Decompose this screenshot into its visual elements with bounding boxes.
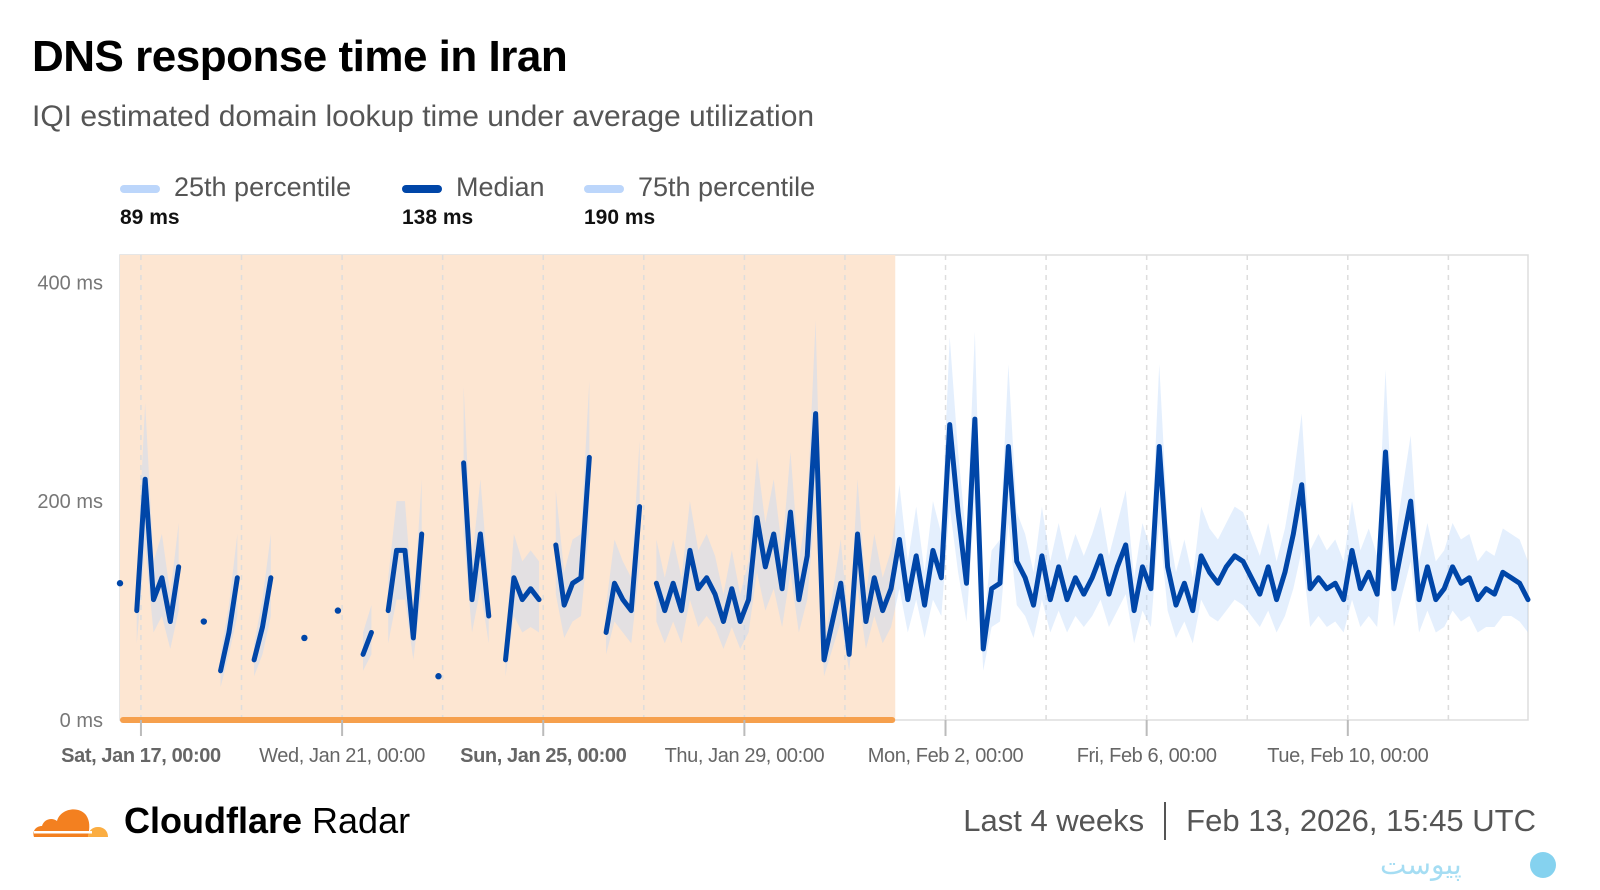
watermark-icon — [1530, 852, 1556, 878]
x-tick-label: Sun, Jan 25, 00:00 — [460, 745, 626, 767]
x-tick-label: Thu, Jan 29, 00:00 — [665, 745, 825, 767]
legend-value-p25: 89 ms — [120, 206, 180, 229]
median-point — [200, 618, 208, 625]
page-title: DNS response time in Iran — [32, 32, 568, 81]
median-point — [334, 607, 342, 614]
legend-value-median: 138 ms — [402, 206, 474, 229]
percentile-band — [505, 534, 540, 677]
legend-label-p25: 25th percentile — [174, 172, 352, 202]
brand-name: Cloudflare — [124, 800, 303, 841]
cloudflare-cloud-icon — [33, 809, 108, 837]
cloudflare-radar-logo: Cloudflare Radar — [30, 800, 410, 842]
median-line-segment — [385, 531, 425, 641]
y-tick-label: 400 ms — [37, 272, 103, 294]
x-tick-label: Wed, Jan 21, 00:00 — [259, 745, 425, 767]
legend-item-p25[interactable]: 25th percentile 89 ms — [120, 172, 352, 229]
legend-swatch-p25 — [120, 184, 160, 193]
legend-label-median: Median — [456, 172, 545, 202]
median-line-segment — [603, 504, 643, 635]
brand-product: Radar — [312, 800, 411, 841]
median-line-segment — [461, 460, 492, 619]
median-line-segment — [360, 629, 374, 657]
percentile-band — [136, 402, 179, 649]
x-tick-label: Mon, Feb 2, 00:00 — [868, 745, 1024, 767]
median-line-segment — [218, 575, 240, 674]
median-point — [301, 634, 308, 642]
median-line-segment — [251, 575, 274, 663]
page-subtitle: IQI estimated domain lookup time under a… — [32, 100, 815, 133]
median-line-segment — [134, 476, 182, 625]
median-point — [435, 673, 442, 680]
dns-response-chart[interactable]: 0 ms 200 ms 400 ms Sat, Jan 17, 00:00 Wed, J… — [0, 0, 1600, 790]
y-tick-label: 200 ms — [37, 491, 103, 513]
highlight-bar — [120, 717, 896, 723]
chart-meta: Last 4 weeks Feb 13, 2026, 15:45 UTC — [963, 802, 1536, 840]
divider — [1164, 802, 1167, 840]
watermark-logo: پیوست — [1380, 848, 1462, 881]
median-line-segment — [553, 454, 592, 608]
x-tick-label: Sat, Jan 17, 00:00 — [61, 745, 221, 767]
median-line-segment — [503, 575, 542, 663]
legend-swatch-p75 — [584, 184, 624, 193]
median-line-segment — [653, 411, 1531, 663]
timestamp: Feb 13, 2026, 15:45 UTC — [1186, 803, 1536, 838]
legend-value-p75: 190 ms — [584, 206, 656, 229]
x-tick-label: Tue, Feb 10, 00:00 — [1267, 745, 1428, 767]
y-tick-label: 0 ms — [60, 710, 103, 732]
legend-item-p75[interactable]: 75th percentile 190 ms — [584, 172, 816, 229]
median-point — [116, 580, 124, 587]
date-range-label: Last 4 weeks — [963, 803, 1145, 838]
legend-swatch-median — [402, 184, 442, 193]
legend-label-p75: 75th percentile — [638, 172, 816, 202]
legend-item-median[interactable]: Median 138 ms — [402, 172, 545, 229]
x-tick-label: Fri, Feb 6, 00:00 — [1077, 745, 1217, 767]
